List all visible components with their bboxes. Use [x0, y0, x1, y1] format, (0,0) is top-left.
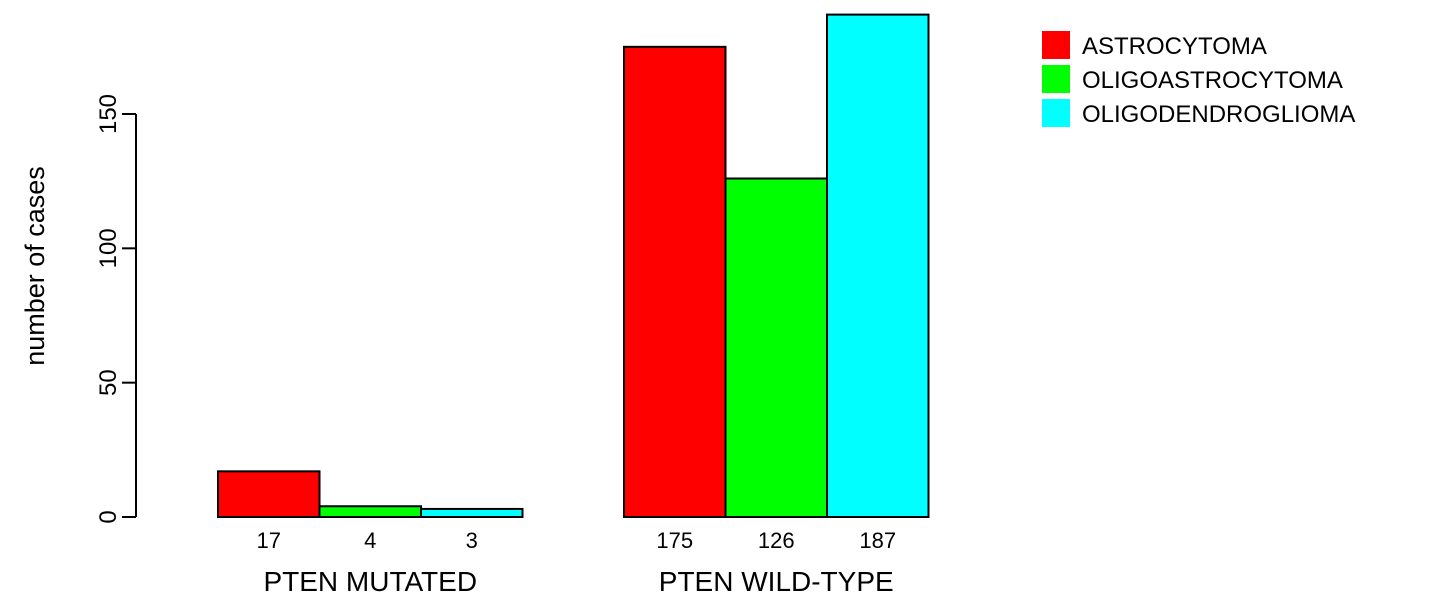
legend-swatch — [1042, 99, 1070, 127]
bar-oligodendroglioma-1 — [420, 507, 524, 519]
bar-labels: 17 4 3 PTEN MUTATED 175 126 187 PTEN WILD-TYPE — [257, 528, 897, 597]
y-axis-label: number of cases — [20, 166, 50, 366]
bar-count-label: 4 — [364, 528, 376, 553]
legend-swatch — [1042, 65, 1070, 93]
bar-astrocytoma-1 — [217, 470, 321, 518]
y-tick-label: 50 — [95, 369, 122, 396]
group-label: PTEN WILD-TYPE — [659, 566, 894, 597]
bars — [217, 13, 930, 519]
legend-swatch — [1042, 31, 1070, 59]
bar-count-label: 187 — [859, 528, 896, 553]
y-tick-label: 150 — [95, 94, 122, 134]
bar-count-label: 126 — [758, 528, 795, 553]
y-tick-label: 100 — [95, 228, 122, 268]
bar-count-label: 175 — [656, 528, 693, 553]
bar-oligoastrocytoma-2 — [724, 177, 828, 518]
bar-count-label: 17 — [257, 528, 281, 553]
bar-count-label: 3 — [466, 528, 478, 553]
bar-oligoastrocytoma-1 — [318, 505, 422, 518]
group-label: PTEN MUTATED — [263, 566, 477, 597]
y-axis: 0 50 100 150 — [95, 94, 137, 524]
legend-label: OLIGOASTROCYTOMA — [1082, 67, 1343, 94]
bar-oligodendroglioma-2 — [826, 13, 930, 519]
legend: ASTROCYTOMA OLIGOASTROCYTOMA OLIGODENDROGL… — [1042, 31, 1355, 128]
bar-astrocytoma-2 — [623, 45, 727, 518]
legend-label: ASTROCYTOMA — [1082, 33, 1267, 60]
y-tick-label: 0 — [95, 510, 122, 523]
legend-label: OLIGODENDROGLIOMA — [1082, 101, 1355, 128]
